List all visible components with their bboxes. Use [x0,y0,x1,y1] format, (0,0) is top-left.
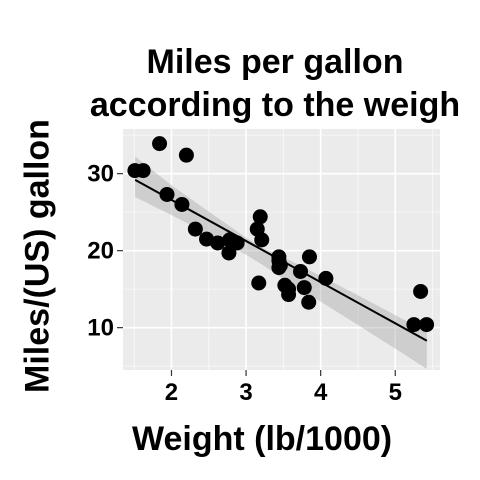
major-gridlines [123,129,440,370]
data-point [301,249,317,265]
data-point [251,275,267,291]
chart-title-line-2: according to the weigh [89,86,461,124]
data-points [127,136,435,333]
axis-ticks [117,173,396,376]
data-point [221,245,237,261]
chart-title-line-1: Miles per gallon [146,43,404,81]
x-axis-title: Weight (lb/1000) [132,420,393,458]
y-axis-title: Miles/(US) gallon [18,119,57,393]
data-point [413,283,429,299]
data-point [296,280,312,296]
data-point [252,209,268,225]
data-point [281,287,297,303]
x-tick-label: 2 [165,379,178,406]
data-point [406,317,422,333]
data-point [210,235,226,251]
y-tick-label: 20 [87,238,114,265]
minor-gridlines [123,129,440,370]
y-tick-label: 10 [87,315,114,342]
data-point [152,136,168,152]
data-point [135,163,151,179]
x-tick-label: 5 [389,379,402,406]
x-tick-label: 3 [239,379,252,406]
x-tick-label: 4 [314,379,328,406]
data-point [318,270,334,286]
data-point [187,221,203,237]
data-point [293,263,309,279]
data-point [159,186,175,202]
y-tick-label: 30 [87,161,114,188]
data-point [229,235,245,251]
data-point [272,257,288,273]
plot-panel [123,129,440,370]
data-point [174,196,190,212]
data-point [178,147,194,163]
data-point [419,317,435,333]
data-point [254,232,270,248]
tick-labels: 2 3 4 5 10 20 30 [87,161,402,406]
data-point [301,294,317,310]
